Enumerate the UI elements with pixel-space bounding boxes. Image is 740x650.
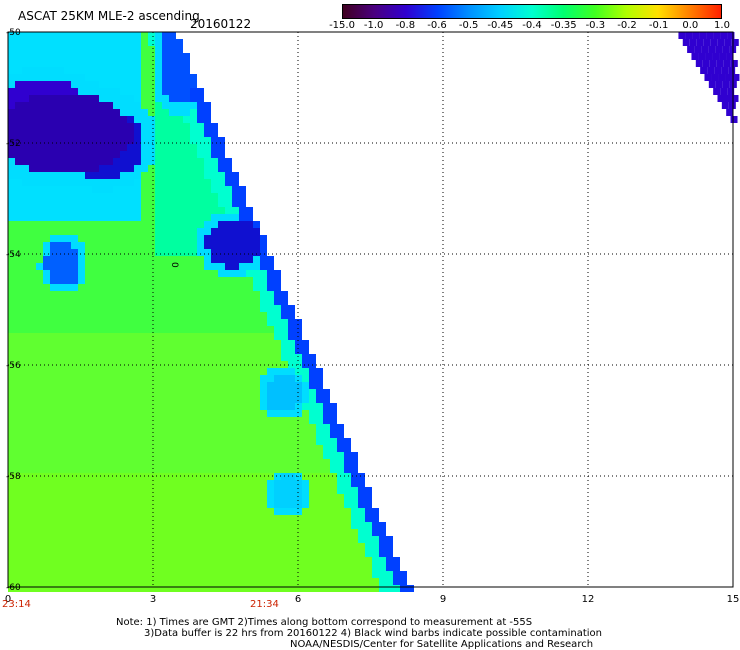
y-tick-label: -54	[6, 250, 21, 260]
note-line-3: NOAA/NESDIS/Center for Satellite Applica…	[290, 639, 594, 650]
colorbar-label: -15.0	[329, 20, 355, 31]
axis-ticks: 0 3 6 9 12 15 -50 -52 -54 -56 -58 -60	[5, 28, 740, 605]
y-tick-label: -60	[6, 583, 21, 593]
x-tick-label: 6	[295, 594, 301, 605]
note-line-1: Note: 1) Times are GMT 2)Times along bot…	[116, 617, 533, 628]
colorbar-label: -0.8	[395, 20, 416, 31]
x-tick-label: 15	[727, 594, 740, 605]
colorbar-label: -1.0	[363, 20, 384, 31]
colorbar-label: -0.35	[550, 20, 577, 31]
colorbar-label: -0.1	[648, 20, 669, 31]
colorbar-label: 1.0	[714, 20, 730, 31]
swath-data	[8, 32, 740, 592]
y-tick-label: -58	[6, 472, 21, 482]
x-tick-label: 0	[5, 594, 11, 605]
colorbar-label: -0.6	[427, 20, 447, 31]
plot-frame	[7, 31, 734, 588]
colorbar-label: -0.5	[458, 20, 479, 31]
time-label-mid: 21:34	[250, 599, 279, 610]
colorbar-label: -0.2	[617, 20, 637, 31]
x-tick-label: 9	[440, 594, 446, 605]
x-tick-label: 3	[150, 594, 156, 605]
note-line-2: 3)Data buffer is 22 hrs from 20160122 4)…	[144, 628, 602, 639]
colorbar-labels: -15.0 -1.0 -0.8 -0.6 -0.5 -0.45 -0.4 -0.35 -0.3-…	[0, 20, 740, 34]
colorbar-label: 0.0	[682, 20, 699, 31]
grid-lines	[8, 32, 733, 587]
annotation-label: 0	[169, 262, 179, 268]
y-tick-label: -52	[6, 139, 21, 149]
colorbar	[342, 4, 722, 19]
map-title: ASCAT 25KM MLE-2 ascending	[18, 9, 200, 23]
colorbar-label: -0.45	[487, 20, 514, 31]
time-label-left: 23:14	[2, 599, 31, 610]
y-tick-label: -56	[6, 361, 21, 371]
x-tick-label: 12	[582, 594, 595, 605]
colorbar-label: -0.3	[585, 20, 606, 31]
colorbar-label: -0.4	[522, 20, 542, 31]
y-tick-label: -50	[6, 28, 21, 38]
map-plot: 0 3 6 9 12 15 -50 -52 -54 -56 -58 -60 0	[5, 28, 740, 605]
map-date: 20160122	[190, 17, 252, 31]
